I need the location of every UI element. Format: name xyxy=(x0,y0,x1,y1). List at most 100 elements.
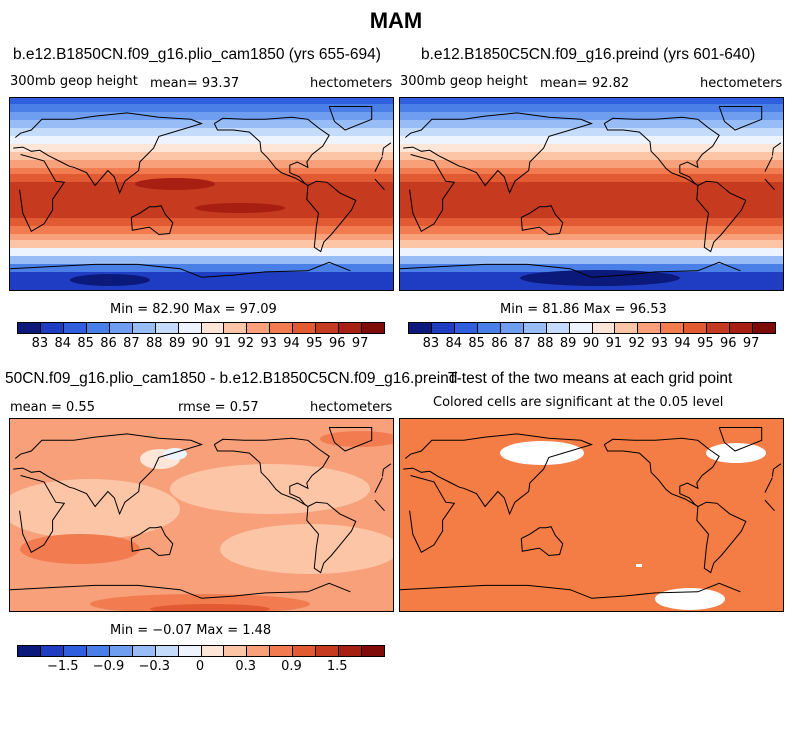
colorbar-tick-label: 83 xyxy=(31,336,49,351)
panel-plio-colorbar-labels: 83 84 85 86 87 88 89 90 91 92 93 94 95 96 97 xyxy=(17,336,383,352)
colorbar-swatch xyxy=(86,646,110,656)
colorbar-tick-label: 85 xyxy=(77,336,94,351)
colorbar-tick-label: 85 xyxy=(468,336,485,351)
colorbar-swatch xyxy=(362,646,384,656)
zonal-band xyxy=(10,98,393,104)
colorbar-swatch xyxy=(86,323,110,333)
coastline xyxy=(201,582,351,599)
colorbar-swatch xyxy=(477,323,501,333)
zonal-band xyxy=(400,226,783,234)
field-anomaly xyxy=(20,534,140,564)
colorbar-swatch xyxy=(178,323,202,333)
panel-plio-units: hectometers xyxy=(310,76,393,91)
panel-preind-map xyxy=(399,97,784,291)
colorbar-swatch xyxy=(224,323,248,333)
colorbar-tick-label: 96 xyxy=(719,336,737,351)
colorbar-swatch xyxy=(592,323,616,333)
panel-plio-map xyxy=(9,97,394,291)
zonal-band xyxy=(10,234,393,240)
colorbar-tick-label: 0.9 xyxy=(281,659,302,674)
coastline xyxy=(381,463,392,477)
colorbar-tick-label: 84 xyxy=(445,336,463,351)
colorbar-swatch xyxy=(293,646,317,656)
colorbar-tick-label: 92 xyxy=(628,336,646,351)
coastline xyxy=(213,437,330,507)
coastline xyxy=(374,178,385,191)
colorbar-tick-label: 84 xyxy=(54,336,72,351)
panel-diff-title: 50CN.f09_g16.plio_cam1850 - b.e12.B1850C… xyxy=(5,370,458,387)
zonal-band xyxy=(10,136,393,144)
insignificant-region xyxy=(655,588,725,610)
colorbar-swatch xyxy=(155,646,179,656)
colorbar-swatch xyxy=(109,323,133,333)
colorbar-tick-label: −0.9 xyxy=(92,659,125,674)
field-anomaly xyxy=(520,270,680,286)
coastline xyxy=(520,205,564,236)
zonal-band xyxy=(400,256,783,264)
colorbar-swatch xyxy=(178,646,202,656)
panel-preind-left-label: 300mb geop height xyxy=(400,74,528,89)
coastline xyxy=(603,437,720,507)
colorbar-tick-label: 93 xyxy=(260,336,277,351)
coastline xyxy=(130,526,174,557)
zonal-band xyxy=(400,168,783,174)
colorbar-swatch xyxy=(155,323,179,333)
colorbar-tick-label: 97 xyxy=(351,336,369,351)
colorbar-tick-label: 86 xyxy=(491,336,508,351)
zonal-band xyxy=(400,160,783,168)
coastline xyxy=(13,112,204,195)
colorbar-swatch xyxy=(661,323,685,333)
colorbar-swatch xyxy=(63,646,87,656)
panel-plio-colorbar xyxy=(17,322,385,334)
coastline xyxy=(403,112,594,195)
insignificant-region xyxy=(500,441,584,465)
colorbar-swatch xyxy=(109,646,133,656)
colorbar-swatch xyxy=(569,323,593,333)
colorbar-swatch xyxy=(362,323,384,333)
coastline xyxy=(306,501,357,574)
coastline xyxy=(591,261,741,278)
coastline xyxy=(696,180,747,253)
coastline xyxy=(328,106,373,131)
coastline xyxy=(603,116,720,186)
coastline xyxy=(213,116,330,186)
field-anomaly xyxy=(220,524,393,574)
coastline xyxy=(771,142,782,156)
colorbar-swatch xyxy=(431,323,455,333)
panel-preind-colorbar-labels: 83 84 85 86 87 88 89 90 91 92 93 94 95 96 97 xyxy=(408,336,774,352)
coastline xyxy=(696,501,747,574)
colorbar-tick-label: 91 xyxy=(605,336,623,351)
coastline xyxy=(764,178,775,191)
coastline xyxy=(13,433,204,516)
coastline xyxy=(400,263,592,278)
field-anomaly xyxy=(70,274,150,286)
panel-diff-colorbar xyxy=(17,645,385,657)
colorbar-swatch xyxy=(730,323,754,333)
panel-preind-title: b.e12.B1850C5CN.f09_g16.preind (yrs 601-… xyxy=(421,46,756,63)
zonal-band xyxy=(400,136,783,144)
zonal-band xyxy=(400,152,783,160)
panel-diff-map xyxy=(9,418,394,612)
zonal-band xyxy=(400,144,783,152)
colorbar-tick-label: 95 xyxy=(306,336,323,351)
zonal-band xyxy=(400,240,783,248)
zonal-band xyxy=(10,240,393,248)
zonal-band xyxy=(10,160,393,168)
colorbar-swatch xyxy=(523,323,547,333)
zonal-band xyxy=(10,264,393,272)
colorbar-swatch xyxy=(409,323,432,333)
zonal-band xyxy=(10,144,393,152)
coastline xyxy=(718,106,763,131)
panel-plio-minmax: Min = 82.90 Max = 97.09 xyxy=(110,302,277,317)
coastline xyxy=(328,427,373,452)
panel-ttest-map xyxy=(399,418,784,612)
field-anomaly xyxy=(135,178,215,190)
colorbar-swatch xyxy=(247,646,271,656)
panel-preind-colorbar xyxy=(408,322,776,334)
colorbar-swatch xyxy=(339,323,363,333)
colorbar-tick-label: 90 xyxy=(191,336,209,351)
coastline xyxy=(374,477,383,493)
panel-preind-mean: mean= 92.82 xyxy=(540,76,630,91)
coastline xyxy=(374,156,383,172)
coastline xyxy=(381,142,392,156)
